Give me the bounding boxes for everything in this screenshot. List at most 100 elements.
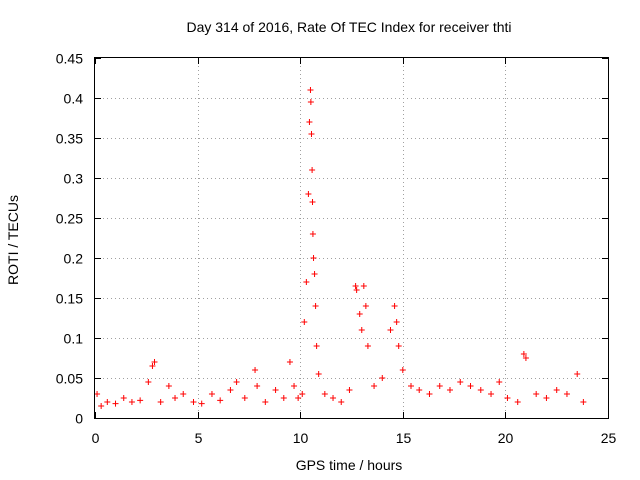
data-point [356,311,363,317]
data-point [306,119,313,125]
tick-labels: 0 0.05 0.1 0.15 0.2 0.25 0.3 0.35 0.4 0.45 0 5 10 15 2… [56,51,617,447]
data-point [362,303,369,309]
data-point [315,371,322,377]
data-point [358,327,365,333]
axis-ticks [95,58,609,419]
data-point [574,371,581,377]
data-point [399,367,406,373]
y-tick-label: 0.45 [56,51,83,67]
data-points [94,87,587,409]
data-point [311,271,318,277]
data-point [217,397,224,404]
x-tick-label: 25 [601,430,617,446]
x-tick-label: 15 [396,430,412,446]
data-point [308,131,315,137]
data-point [112,400,119,407]
plot-frame [94,57,609,419]
y-tick-label: 0.2 [64,251,84,267]
data-point [301,319,308,325]
data-point [309,167,316,173]
data-point [104,399,111,405]
y-tick-label: 0.4 [64,91,84,107]
data-point [533,391,540,397]
data-point [94,391,101,397]
data-point [352,283,359,289]
data-point [241,395,248,401]
data-point [387,327,394,333]
data-point [346,387,353,393]
data-point [190,399,197,405]
data-point [514,399,521,405]
data-point [553,387,560,393]
data-point [149,363,156,369]
data-point [262,399,269,405]
data-point [395,343,402,349]
data-point [477,387,484,393]
data-point [364,343,371,349]
data-point [227,387,234,393]
data-point [252,367,259,373]
data-point [172,395,179,401]
y-tick-label: 0.05 [56,371,83,387]
data-point [291,383,298,389]
data-point [310,255,317,261]
data-point [371,383,378,389]
x-tick-label: 0 [92,430,100,446]
data-point [198,400,205,407]
data-point [312,303,319,309]
data-point [98,403,105,409]
data-point [446,387,453,393]
data-point [467,383,474,389]
data-point [488,391,495,397]
x-axis-label: GPS time / hours [296,457,403,473]
data-point [307,87,314,93]
data-point [165,383,172,389]
data-point [580,399,587,405]
chart-title: Day 314 of 2016, Rate Of TEC Index for r… [186,19,511,35]
data-point [522,355,529,361]
data-point [426,391,433,397]
data-point [520,351,527,357]
data-point [408,383,415,389]
y-axis-label: ROTI / TECUs [5,195,21,285]
data-point [128,399,135,405]
data-point [496,379,503,385]
y-tick-label: 0.15 [56,291,83,307]
y-tick-label: 0.1 [64,331,84,347]
data-point [416,387,423,393]
y-tick-label: 0 [75,411,83,427]
data-point [338,399,345,405]
data-point [360,283,367,289]
x-tick-label: 10 [293,430,309,446]
data-point [353,287,360,293]
data-point [303,279,310,285]
data-point [393,319,400,325]
x-tick-label: 5 [195,430,203,446]
data-point [391,303,398,309]
y-tick-label: 0.3 [64,171,84,187]
data-point [305,191,312,197]
data-point [309,199,316,205]
data-point [313,343,320,349]
data-point [180,391,187,397]
data-point [379,375,386,381]
data-point [295,395,302,401]
data-point [280,395,287,401]
data-point [457,379,464,385]
data-point [137,397,144,404]
data-point [286,359,293,365]
data-point [145,379,152,385]
data-point [309,231,316,237]
data-point [272,387,279,393]
data-point [543,395,550,401]
data-point [151,359,158,365]
y-tick-label: 0.25 [56,211,83,227]
y-tick-label: 0.35 [56,131,83,147]
data-point [233,379,240,385]
data-point [563,391,570,397]
data-point [504,395,511,401]
data-point [330,395,337,401]
data-point [254,383,261,389]
data-point [157,399,164,405]
